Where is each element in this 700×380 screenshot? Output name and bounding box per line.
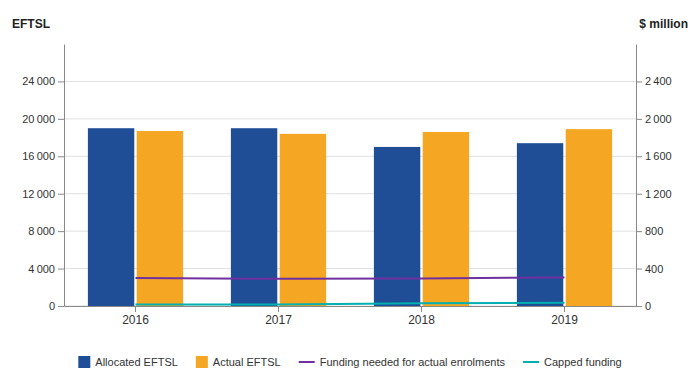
legend-label: Allocated EFTSL [95, 356, 178, 368]
y2-axis: 0 400 800 1 200 1 600 2 000 2 400 [636, 45, 672, 313]
y-axis-tick-mark [58, 269, 64, 270]
x-axis-tick-label: 2018 [408, 313, 435, 327]
y2-axis-line [636, 45, 637, 307]
y2-axis-title: $ million [639, 17, 688, 31]
y-axis-tick: 24 000 [22, 75, 64, 87]
y-axis-tick-mark [58, 306, 64, 307]
y2-axis-tick-mark [636, 81, 642, 82]
legend-item: Capped funding [523, 356, 622, 368]
y2-axis-tick-label: 1 200 [645, 188, 672, 200]
legend-item: Funding needed for actual enrolments [299, 356, 506, 368]
legend-swatch [299, 361, 315, 363]
y-axis-tick-label: 4 000 [28, 263, 55, 275]
plot: 0 4 000 8 000 12 000 16 000 20 000 24 000 0 400 8… [12, 17, 688, 327]
y-axis-title: EFTSL [12, 17, 50, 31]
legend-label: Actual EFTSL [213, 356, 281, 368]
y-axis-tick-label: 8 000 [28, 225, 55, 237]
x-axis-tick-label: 2017 [265, 313, 292, 327]
y2-axis-tick: 800 [636, 225, 663, 237]
y-axis-tick-label: 16 000 [22, 150, 55, 162]
grid-line [64, 81, 636, 82]
bar [280, 134, 326, 306]
y2-axis-tick: 2 000 [636, 113, 672, 125]
x-axis-tick: 2019 [551, 306, 578, 327]
legend-label: Funding needed for actual enrolments [320, 356, 506, 368]
x-axis-tick-mark [564, 306, 565, 312]
y-axis-tick: 12 000 [22, 188, 64, 200]
grid-line [64, 118, 636, 119]
y-axis-tick-label: 20 000 [22, 113, 55, 125]
chart: 0 4 000 8 000 12 000 16 000 20 000 24 000 0 400 8… [0, 0, 700, 380]
bar [517, 143, 563, 306]
legend-item: Allocated EFTSL [78, 356, 178, 368]
x-axis-tick: 2018 [408, 306, 435, 327]
bar [88, 128, 134, 306]
x-axis-tick-label: 2019 [551, 313, 578, 327]
legend-swatch [523, 361, 539, 363]
bar [566, 129, 612, 306]
y2-axis-tick: 1 200 [636, 188, 672, 200]
legend: Allocated EFTSL Actual EFTSL Funding neede… [78, 356, 621, 368]
legend-swatch [196, 356, 208, 368]
y-axis-tick-mark [58, 119, 64, 120]
y2-axis-tick-label: 0 [645, 300, 651, 312]
y2-axis-tick-mark [636, 306, 642, 307]
x-axis: 2016 2017 2018 2019 [65, 306, 637, 327]
y-axis-tick: 8 000 [28, 225, 64, 237]
line [136, 277, 565, 278]
legend-label: Capped funding [544, 356, 622, 368]
y2-axis-tick: 2 400 [636, 75, 672, 87]
y2-axis-tick-mark [636, 156, 642, 157]
x-axis-tick: 2017 [265, 306, 292, 327]
y-axis-tick-mark [58, 231, 64, 232]
y2-axis-tick-label: 800 [645, 225, 663, 237]
y2-axis-tick-mark [636, 194, 642, 195]
y2-axis-tick-mark [636, 119, 642, 120]
y-axis-tick-mark [58, 156, 64, 157]
y-axis: 0 4 000 8 000 12 000 16 000 20 000 24 000 [22, 45, 64, 313]
grid [64, 81, 636, 306]
bar [423, 132, 469, 306]
marks [88, 128, 612, 306]
y-axis-tick-label: 12 000 [22, 188, 55, 200]
x-axis-tick-mark [421, 306, 422, 312]
bar [374, 147, 420, 306]
y2-axis-tick-label: 2 000 [645, 113, 672, 125]
x-axis-tick-mark [135, 306, 136, 312]
chart-container: 0 4 000 8 000 12 000 16 000 20 000 24 000 0 400 8… [0, 0, 700, 380]
y-axis-tick: 20 000 [22, 113, 64, 125]
x-axis-line [65, 306, 637, 307]
y-axis-tick-mark [58, 81, 64, 82]
y2-axis-tick-mark [636, 269, 642, 270]
x-axis-tick-label: 2016 [122, 313, 149, 327]
y-axis-tick-label: 24 000 [22, 75, 55, 87]
y2-axis-tick-label: 2 400 [645, 75, 672, 87]
y-axis-line [64, 45, 65, 307]
y-axis-tick: 4 000 [28, 263, 64, 275]
bar [137, 131, 183, 306]
y-axis-tick-mark [58, 194, 64, 195]
y2-axis-tick: 1 600 [636, 150, 672, 162]
y-axis-tick: 0 [49, 300, 64, 312]
y-axis-tick-label: 0 [49, 300, 55, 312]
y2-axis-tick-label: 400 [645, 263, 663, 275]
line [136, 303, 565, 305]
y-axis-tick: 16 000 [22, 150, 64, 162]
y2-axis-tick-mark [636, 231, 642, 232]
y2-axis-tick-label: 1 600 [645, 150, 672, 162]
x-axis-tick: 2016 [122, 306, 149, 327]
legend-swatch [78, 356, 90, 368]
y2-axis-tick: 400 [636, 263, 663, 275]
legend-item: Actual EFTSL [196, 356, 281, 368]
y2-axis-tick: 0 [636, 300, 651, 312]
x-axis-tick-mark [278, 306, 279, 312]
